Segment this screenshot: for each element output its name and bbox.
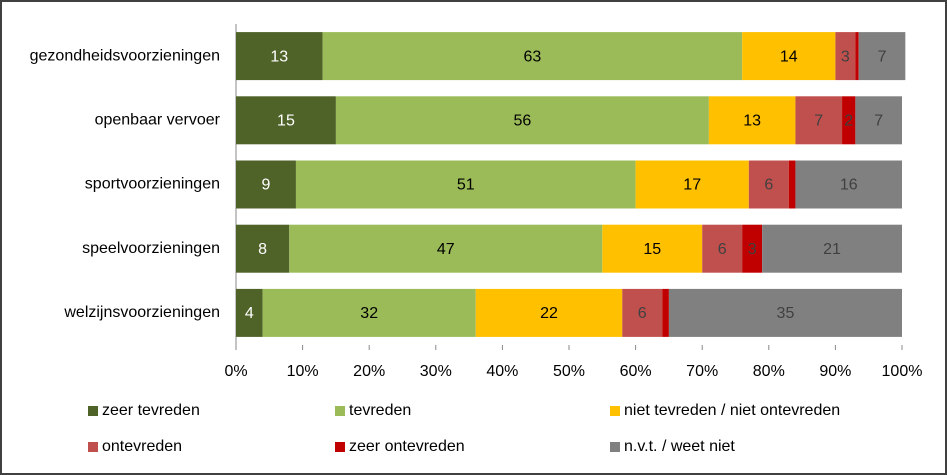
data-label: 56 (513, 113, 531, 130)
legend-swatch (88, 406, 98, 416)
bar-segment (795, 96, 843, 145)
bar-segment (236, 32, 323, 81)
bar-segment (742, 224, 763, 273)
legend-swatch (610, 442, 620, 452)
data-label: 21 (823, 241, 841, 258)
data-label: 22 (540, 305, 558, 322)
bar-segment (236, 224, 290, 273)
data-label: 17 (683, 177, 701, 194)
legend-label: zeer ontevreden (349, 438, 465, 455)
legend-swatch (335, 406, 345, 416)
legend-label: n.v.t. / weet niet (624, 438, 735, 455)
x-tick-label: 90% (819, 363, 851, 380)
category-label: openbaar vervoer (95, 112, 221, 129)
bar-segment (835, 32, 856, 81)
bar-segment (289, 224, 603, 273)
bar-segment (635, 160, 749, 209)
bar-segment (858, 32, 906, 81)
legend-swatch (335, 442, 345, 452)
category-label: speelvoorzieningen (82, 240, 220, 257)
bar-segment (622, 288, 663, 337)
category-label: gezondheidsvoorzieningen (30, 47, 220, 64)
bar-segment (236, 288, 263, 337)
bar-segment (795, 160, 902, 209)
bar-segment (668, 288, 902, 337)
legend-label: ontevreden (102, 438, 182, 455)
bar-segment (762, 224, 902, 273)
data-label: 14 (780, 48, 798, 65)
bar-segment (662, 288, 669, 337)
data-label: 16 (840, 177, 858, 194)
legend-label: tevreden (349, 402, 411, 419)
data-label: 15 (643, 241, 661, 258)
data-label: 6 (718, 241, 727, 258)
bar-segment (262, 288, 476, 337)
data-label: 7 (878, 48, 887, 65)
bar-segment (855, 32, 859, 81)
bar-segment (708, 96, 796, 145)
x-tick-label: 0% (224, 363, 247, 380)
data-label: 2 (844, 113, 853, 130)
data-label: 9 (262, 177, 271, 194)
data-label: 6 (764, 177, 773, 194)
data-label: 7 (874, 113, 883, 130)
category-label: sportvoorzieningen (85, 176, 220, 193)
legend-swatch (88, 442, 98, 452)
legend-label: niet tevreden / niet ontevreden (624, 402, 840, 419)
bar-segment (788, 160, 796, 209)
bar-segment (335, 96, 709, 145)
bar-segment (702, 224, 743, 273)
x-tick-label: 60% (620, 363, 652, 380)
x-tick-label: 70% (686, 363, 718, 380)
data-label: 47 (437, 241, 455, 258)
data-label: 35 (777, 305, 795, 322)
x-tick-label: 40% (486, 363, 518, 380)
bar-segment (236, 160, 296, 209)
data-label: 13 (270, 48, 288, 65)
bar-segment (236, 96, 336, 145)
data-label: 32 (360, 305, 378, 322)
x-tick-label: 30% (420, 363, 452, 380)
bar-segment (602, 224, 703, 273)
data-label: 8 (258, 241, 267, 258)
x-tick-label: 100% (882, 363, 923, 380)
data-label: 63 (523, 48, 541, 65)
legend-swatch (610, 406, 620, 416)
bar-segment (322, 32, 743, 81)
x-tick-label: 50% (553, 363, 585, 380)
bar-segment (295, 160, 636, 209)
category-label: welzijnsvoorzieningen (63, 304, 220, 321)
bar-segment (855, 96, 902, 145)
bar-segment (748, 160, 789, 209)
data-label: 6 (638, 305, 647, 322)
data-label: 4 (245, 305, 254, 322)
legend-label: zeer tevreden (102, 402, 200, 419)
data-label: 15 (277, 113, 295, 130)
data-label: 3 (748, 241, 757, 258)
x-tick-label: 20% (353, 363, 385, 380)
x-tick-label: 10% (287, 363, 319, 380)
data-label: 7 (814, 113, 823, 130)
bar-segment (842, 96, 856, 145)
bar-segment (475, 288, 623, 337)
data-label: 13 (743, 113, 761, 130)
x-tick-label: 80% (753, 363, 785, 380)
data-label: 51 (457, 177, 475, 194)
bar-segment (742, 32, 836, 81)
data-label: 3 (841, 48, 850, 65)
